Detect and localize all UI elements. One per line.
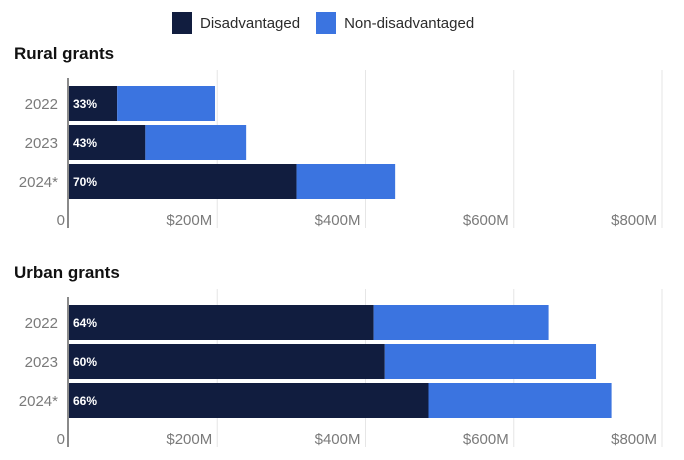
rural-data-label-2024: 70% [73,175,97,189]
rural-x-tick-label: 0 [57,212,65,229]
rural-chart-title: Rural grants [14,44,115,63]
rural-bar-disadvantaged-2022 [69,86,118,121]
rural-data-label-2022: 33% [73,97,97,111]
urban-chart-title: Urban grants [14,263,120,282]
urban-category-label-2022: 2022 [25,315,58,332]
urban-bar-non-disadvantaged-2024 [428,383,612,418]
urban-x-tick-label: $200M [166,431,212,448]
rural-bar-non-disadvantaged-2023 [145,125,247,160]
legend-label-non-disadvantaged: Non-disadvantaged [344,14,475,32]
legend-swatch-non-disadvantaged [316,12,337,34]
rural-category-label-2022: 2022 [25,96,58,113]
urban-bar-disadvantaged-2023 [69,344,385,379]
rural-x-tick-label: $600M [463,212,509,229]
urban-x-tick-label: $400M [315,431,361,448]
rural-bar-disadvantaged-2023 [69,125,146,160]
urban-x-tick-label: $600M [463,431,509,448]
rural-grants-chart: 33% 2022 43% 2023 70% 2024* 0 $200M $400M $600M $8… [19,70,663,229]
urban-data-label-2024: 66% [73,394,97,408]
rural-bar-non-disadvantaged-2024 [296,164,396,199]
rural-x-tick-label: $200M [166,212,212,229]
urban-x-tick-label: $800M [611,431,657,448]
rural-category-label-2024: 2024* [19,174,58,191]
rural-bar-disadvantaged-2024 [69,164,297,199]
rural-data-label-2023: 43% [73,136,97,150]
urban-bar-non-disadvantaged-2022 [373,305,549,340]
rural-x-tick-label: $400M [315,212,361,229]
urban-x-tick-label: 0 [57,431,65,448]
rural-category-label-2023: 2023 [25,135,58,152]
urban-data-label-2023: 60% [73,355,97,369]
urban-grants-chart: 64% 2022 60% 2023 66% 2024* 0 $200M $400M $600M $8… [19,289,663,448]
rural-x-tick-label: $800M [611,212,657,229]
urban-category-label-2024: 2024* [19,393,58,410]
urban-category-label-2023: 2023 [25,354,58,371]
rural-bar-non-disadvantaged-2022 [117,86,216,121]
legend-item-disadvantaged: Disadvantaged [172,12,300,34]
legend-swatch-disadvantaged [172,12,192,34]
urban-bar-disadvantaged-2022 [69,305,374,340]
urban-bar-non-disadvantaged-2023 [384,344,597,379]
legend-label-disadvantaged: Disadvantaged [200,14,301,32]
urban-bar-disadvantaged-2024 [69,383,429,418]
legend-item-non-disadvantaged: Non-disadvantaged [316,12,474,34]
legend: Disadvantaged Non-disadvantaged [172,12,474,34]
urban-data-label-2022: 64% [73,316,97,330]
